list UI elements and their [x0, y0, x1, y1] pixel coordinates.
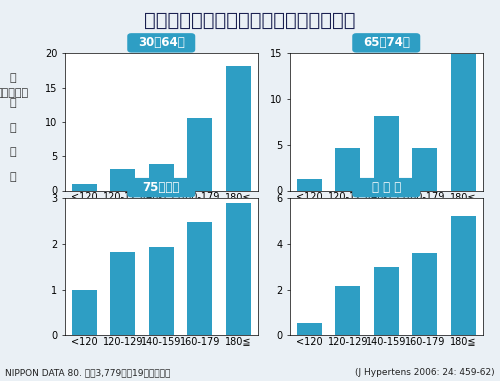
Text: 対: 対	[9, 98, 16, 108]
Bar	[412, 147, 438, 190]
Text: (J Hypertens 2006: 24: 459-62): (J Hypertens 2006: 24: 459-62)	[356, 368, 495, 377]
Bar	[187, 118, 212, 190]
Text: 相対リスク: 相対リスク	[0, 88, 29, 98]
Bar	[148, 247, 174, 335]
Bar	[72, 290, 97, 335]
Bar	[226, 203, 251, 335]
Bar	[148, 164, 174, 190]
Text: ク: ク	[9, 172, 16, 182]
Text: 30～64歳: 30～64歳	[138, 36, 184, 50]
Bar	[72, 184, 97, 190]
Text: 65～74歳: 65～74歳	[363, 36, 410, 50]
Bar	[450, 216, 476, 335]
Bar	[335, 147, 360, 190]
Bar	[110, 169, 136, 190]
Text: 相: 相	[9, 73, 16, 83]
Bar	[296, 179, 322, 190]
Bar	[226, 66, 251, 190]
Bar	[335, 286, 360, 335]
Bar	[374, 267, 399, 335]
Bar	[296, 323, 322, 335]
Text: 全 年 齢: 全 年 齢	[372, 181, 401, 194]
Text: 75歳以上: 75歳以上	[142, 181, 180, 194]
Bar	[110, 252, 136, 335]
Text: リ: リ	[9, 123, 16, 133]
Text: 年齢別血圧区分と循環器病死亡のリスク: 年齢別血圧区分と循環器病死亡のリスク	[144, 11, 356, 30]
Bar	[412, 253, 438, 335]
Text: NIPPON DATA 80. 男戧3,779人の19年間の追跡: NIPPON DATA 80. 男戧3,779人の19年間の追跡	[5, 368, 170, 377]
Bar	[450, 54, 476, 190]
Bar	[187, 223, 212, 335]
Text: ス: ス	[9, 147, 16, 157]
Bar	[374, 115, 399, 190]
